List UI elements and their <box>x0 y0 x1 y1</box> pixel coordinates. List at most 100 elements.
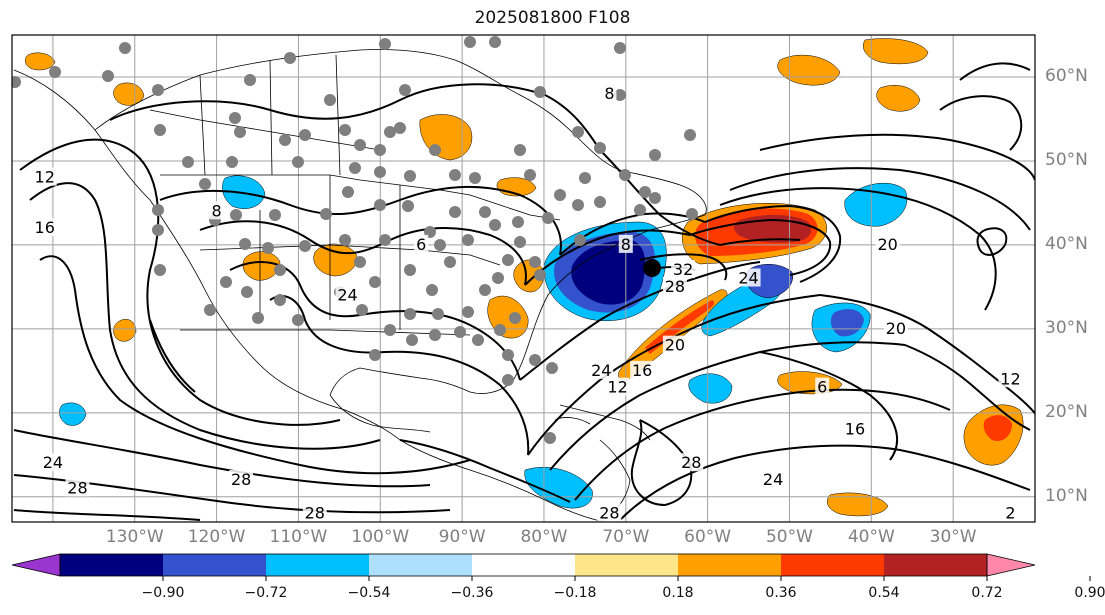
contour-label: 28 <box>665 277 685 296</box>
contour-label: 28 <box>305 504 325 523</box>
contour-label-bg <box>662 276 687 295</box>
contour-label-bg <box>589 360 614 379</box>
contour-label-bg <box>597 503 622 522</box>
colorbar-extend-low <box>11 553 61 577</box>
colorbar-tick-label: −0.54 <box>347 585 391 601</box>
colorbar-tick-label: 0.36 <box>765 585 797 601</box>
contour-label: 28 <box>231 470 251 489</box>
contour-label: 8 <box>212 201 222 220</box>
longitude-label: 30°W <box>929 527 977 547</box>
contour-label-bg <box>883 318 908 337</box>
contour-label: 8 <box>604 84 614 103</box>
contour-label: 16 <box>845 420 865 439</box>
contour-label-bg <box>630 360 655 379</box>
contour-label-bg <box>671 260 696 279</box>
colorbar-tick-label: −0.18 <box>553 585 597 601</box>
positive-anomaly-area <box>25 52 56 71</box>
contour-label-bg <box>32 167 57 186</box>
colorbar-segment <box>678 554 782 576</box>
contour-label: 24 <box>43 453 63 472</box>
contour-label: 28 <box>599 504 619 523</box>
map-frame <box>11 34 1036 523</box>
colorbar-outline <box>59 553 988 577</box>
longitude-label: 90°W <box>438 527 486 547</box>
contour-label: 20 <box>665 336 685 355</box>
contour-label-bg <box>875 234 900 253</box>
longitude-label: 80°W <box>520 527 568 547</box>
longitude-label: 100°W <box>351 527 410 547</box>
positive-anomaly-area <box>777 54 841 86</box>
negative-anomaly-area <box>59 402 87 426</box>
positive-anomaly-area <box>313 243 358 277</box>
colorbar-segment <box>369 554 473 576</box>
colorbar-segment <box>781 554 885 576</box>
contour-label: 16 <box>35 218 55 237</box>
latitude-label: 20°N <box>1045 401 1088 422</box>
colorbar-segment <box>266 554 370 576</box>
contour-label: 12 <box>607 378 627 397</box>
contour-label-bg <box>414 234 429 253</box>
colorbar-tick-label: −0.72 <box>244 585 288 601</box>
colorbar-segment <box>472 554 576 576</box>
contour-label-bg <box>32 218 57 237</box>
contour-label: 2 <box>1005 504 1015 523</box>
colorbar-tick-label: 0.54 <box>868 585 900 601</box>
colorbar-tick-label: −0.90 <box>141 585 185 601</box>
colorbar-tick-label: 0.90 <box>1074 585 1105 601</box>
contour-label: 28 <box>681 453 701 472</box>
contour-label-bg <box>302 503 327 522</box>
latitude-label: 10°N <box>1045 485 1088 506</box>
longitude-label: 110°W <box>269 527 328 547</box>
positive-anomaly-area <box>983 415 1012 442</box>
negative-anomaly-area <box>571 240 646 305</box>
positive-anomaly-area <box>863 38 929 65</box>
contour-label-bg <box>761 470 786 489</box>
contour-label-bg <box>602 83 617 102</box>
contour-label-bg <box>618 234 633 253</box>
colorbar-segment <box>60 554 164 576</box>
contour-label-bg <box>998 369 1023 388</box>
contour-label: 8 <box>621 235 631 254</box>
contour-label: 28 <box>67 478 87 497</box>
positive-anomaly-area <box>827 492 889 517</box>
contour-label-bg <box>335 285 360 304</box>
contour-label: 6 <box>416 235 426 254</box>
contour-label-bg <box>209 201 224 220</box>
contour-label: 6 <box>817 378 827 397</box>
longitude-label: 70°W <box>602 527 650 547</box>
contour-label-bg <box>40 453 65 472</box>
shading-layer <box>25 38 1024 517</box>
latitude-label: 50°N <box>1045 149 1088 170</box>
negative-anomaly-area <box>688 373 733 404</box>
contour-label: 12 <box>1000 369 1020 388</box>
station-markers <box>12 36 698 444</box>
colorbar-tick-label: 0.72 <box>971 585 1003 601</box>
plot-title: 2025081800 F108 <box>474 8 631 28</box>
contour-label-bg <box>736 268 761 287</box>
latitude-label: 60°N <box>1045 65 1088 86</box>
height-contours <box>13 62 1035 521</box>
colorbar <box>11 553 1091 581</box>
contour-label-bg <box>229 470 254 489</box>
longitude-label: 40°W <box>847 527 895 547</box>
colorbar-tick-label: −0.36 <box>450 585 494 601</box>
negative-anomaly-area <box>830 309 864 337</box>
colorbar-segment <box>163 554 267 576</box>
contour-label: 24 <box>763 470 783 489</box>
contour-label-bg <box>662 335 687 354</box>
contour-label-bg <box>605 377 630 396</box>
contour-label-bg <box>842 419 867 438</box>
latitude-label: 30°N <box>1045 317 1088 338</box>
colorbar-segment <box>575 554 679 576</box>
positive-anomaly-area <box>876 85 921 112</box>
contour-label: 24 <box>337 285 357 304</box>
low-center-marker <box>643 259 661 277</box>
colorbar-extend-high <box>986 553 1036 577</box>
contour-label: 20 <box>886 319 906 338</box>
colorbar-tick-label: 0.18 <box>662 585 694 601</box>
latitude-label: 40°N <box>1045 233 1088 254</box>
contour-label: 20 <box>878 235 898 254</box>
contour-label: 24 <box>738 269 758 288</box>
